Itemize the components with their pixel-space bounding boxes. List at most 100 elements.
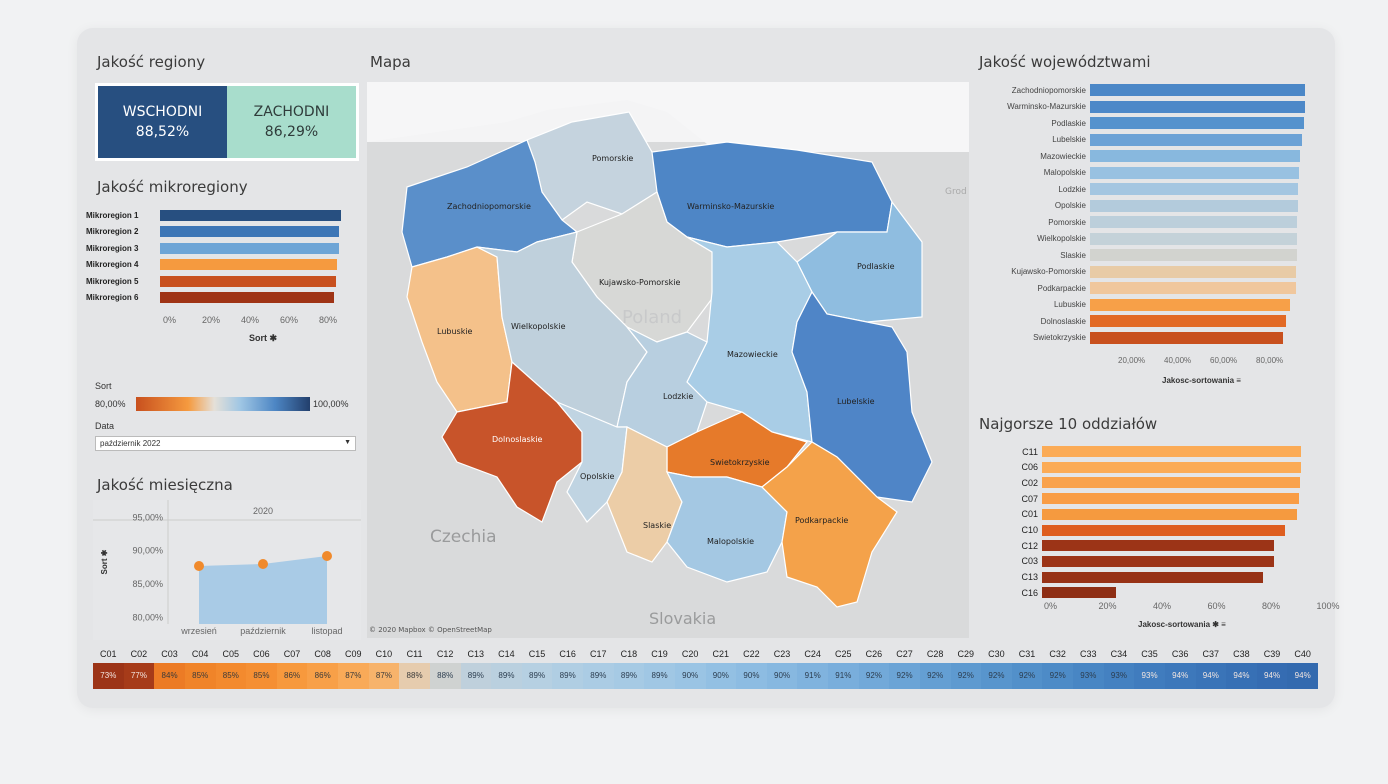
wojewodztwo-row[interactable]: Warminsko-Mazurskie [982, 100, 1305, 113]
strip-value-cell[interactable]: 93% [1134, 663, 1165, 689]
wschodni-tile[interactable]: WSCHODNI 88,52% [98, 86, 227, 158]
oddzial-bar[interactable] [1042, 446, 1302, 457]
oddzial-row[interactable]: C02 [1010, 477, 1300, 489]
wojewodztwo-bar[interactable] [1090, 117, 1305, 129]
mikroregion-bar[interactable] [160, 275, 336, 287]
strip-value-cell[interactable]: 92% [919, 663, 951, 689]
wojewodztwo-row[interactable]: Mazowieckie [982, 150, 1300, 162]
wojewodztwo-bar[interactable] [1090, 183, 1299, 195]
wojewodztwo-row[interactable]: Malopolskie [982, 166, 1299, 179]
oddzial-bar[interactable] [1042, 540, 1275, 552]
oddzial-row[interactable]: C06 [1010, 461, 1302, 473]
mikroregion-bar[interactable] [160, 226, 340, 237]
voivodeship-podkarpackie[interactable] [761, 441, 898, 608]
strip-value-cell[interactable]: 94% [1164, 663, 1196, 689]
oddzial-bar[interactable] [1042, 571, 1264, 583]
oddzial-row[interactable]: C16 [1010, 587, 1116, 599]
strip-value-cell[interactable]: 90% [766, 663, 798, 689]
wojewodztwo-row[interactable]: Podkarpackie [982, 282, 1296, 294]
strip-value-cell[interactable]: 92% [1011, 663, 1043, 689]
strip-value-cell[interactable]: 90% [705, 663, 737, 689]
wojewodztwo-row[interactable]: Lodzkie [982, 183, 1299, 195]
mikroregion-bar[interactable] [160, 209, 342, 221]
oddzial-bar[interactable] [1042, 508, 1298, 520]
wojewodztwo-row[interactable]: Lubelskie [982, 133, 1303, 146]
strip-value-cell[interactable]: 73% [93, 663, 124, 689]
wojewodztwo-row[interactable]: Kujawsko-Pomorskie [982, 265, 1297, 278]
wojewodztwo-bar[interactable] [1090, 249, 1297, 261]
wojewodztwa-axis-label[interactable]: Jakosc-sortowania ≡ [1162, 376, 1241, 385]
oddzial-row[interactable]: C03 [1010, 555, 1275, 567]
wojewodztwo-bar[interactable] [1090, 133, 1303, 146]
wojewodztwo-bar[interactable] [1090, 315, 1286, 327]
poland-map[interactable]: Pomorskie Zachodniopomorskie Warminsko-Maz… [367, 82, 969, 638]
strip-value-cell[interactable]: 86% [307, 663, 338, 689]
strip-value-cell[interactable]: 84% [154, 663, 185, 689]
strip-value-cell[interactable]: 90% [736, 663, 767, 689]
strip-value-cell[interactable]: 87% [338, 663, 369, 689]
oddzial-bar[interactable] [1042, 493, 1299, 505]
data-filter-select[interactable]: październik 2022 ▼ [95, 436, 356, 451]
wojewodztwo-bar[interactable] [1090, 331, 1283, 344]
wojewodztwo-bar[interactable] [1090, 199, 1298, 212]
wojewodztwo-row[interactable]: Lubuskie [982, 298, 1291, 311]
strip-value-cell[interactable]: 94% [1195, 663, 1227, 689]
strip-value-cell[interactable]: 92% [981, 663, 1012, 689]
strip-value-cell[interactable]: 94% [1226, 663, 1257, 689]
wojewodztwo-bar[interactable] [1090, 166, 1299, 179]
wojewodztwo-bar[interactable] [1090, 232, 1298, 245]
mikroregion-row[interactable]: Mikroregion 3 [86, 242, 340, 254]
strip-value-cell[interactable]: 89% [460, 663, 492, 689]
oddzial-bar[interactable] [1042, 524, 1285, 536]
oddzial-row[interactable]: C10 [1010, 524, 1285, 536]
wojewodztwo-row[interactable]: Swietokrzyskie [982, 331, 1283, 344]
strip-value-cell[interactable]: 85% [184, 663, 216, 689]
strip-value-cell[interactable]: 92% [889, 663, 920, 689]
wojewodztwo-bar[interactable] [1090, 282, 1296, 294]
mikroregion-bar[interactable] [160, 242, 340, 254]
mikroregion-row[interactable]: Mikroregion 2 [86, 226, 340, 238]
mikroregiony-axis-label[interactable]: Sort ✱ [249, 333, 278, 343]
strip-value-cell[interactable]: 92% [950, 663, 982, 689]
wojewodztwo-bar[interactable] [1090, 265, 1297, 278]
voivodeship-lubelskie[interactable] [791, 290, 933, 503]
wojewodztwo-row[interactable]: Opolskie [982, 199, 1298, 212]
voivodeship-malopolskie[interactable] [665, 471, 788, 583]
wojewodztwo-bar[interactable] [1090, 216, 1298, 228]
wojewodztwo-bar[interactable] [1090, 150, 1300, 162]
mikroregion-bar[interactable] [160, 292, 334, 303]
wojewodztwo-row[interactable]: Podlaskie [982, 117, 1305, 129]
strip-value-cell[interactable]: 90% [674, 663, 706, 689]
oddzial-row[interactable]: C01 [1010, 508, 1298, 520]
strip-value-cell[interactable]: 89% [491, 663, 522, 689]
strip-value-cell[interactable]: 94% [1256, 663, 1288, 689]
wojewodztwo-row[interactable]: Dolnoslaskie [982, 315, 1286, 327]
wojewodztwo-row[interactable]: Pomorskie [982, 216, 1298, 228]
strip-value-cell[interactable]: 77% [123, 663, 155, 689]
map-credit[interactable]: © 2020 Mapbox © OpenStreetMap [369, 626, 492, 634]
wojewodztwo-row[interactable]: Slaskie [982, 249, 1297, 261]
oddzial-bar[interactable] [1042, 555, 1275, 567]
wojewodztwo-bar[interactable] [1090, 298, 1291, 311]
mikroregion-bar[interactable] [160, 259, 338, 270]
oddzial-bar[interactable] [1042, 477, 1300, 489]
oddzial-row[interactable]: C13 [1010, 571, 1264, 583]
mikroregion-row[interactable]: Mikroregion 5 [86, 275, 336, 287]
strip-value-cell[interactable]: 89% [644, 663, 675, 689]
oddzial-row[interactable]: C11 [1010, 446, 1302, 457]
strip-value-cell[interactable]: 88% [429, 663, 461, 689]
strip-value-cell[interactable]: 91% [828, 663, 859, 689]
strip-value-cell[interactable]: 86% [276, 663, 308, 689]
wojewodztwo-bar[interactable] [1090, 84, 1306, 96]
strip-value-cell[interactable]: 89% [613, 663, 645, 689]
wojewodztwo-row[interactable]: Zachodniopomorskie [982, 84, 1306, 96]
strip-value-cell[interactable]: 91% [797, 663, 828, 689]
voivodeship-opolskie[interactable] [556, 401, 628, 523]
wojewodztwo-row[interactable]: Wielkopolskie [982, 232, 1298, 245]
voivodeship-dolnoslaskie[interactable] [441, 360, 583, 523]
strip-value-cell[interactable]: 85% [246, 663, 277, 689]
oddzial-bar[interactable] [1042, 587, 1116, 599]
oddzial-bar[interactable] [1042, 461, 1302, 473]
strip-value-cell[interactable]: 92% [858, 663, 890, 689]
mikroregion-row[interactable]: Mikroregion 4 [86, 259, 338, 271]
